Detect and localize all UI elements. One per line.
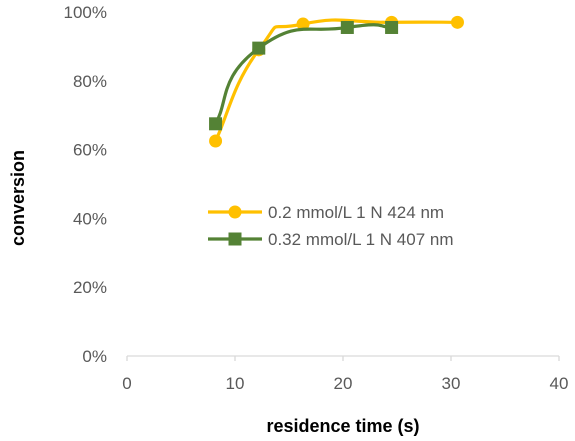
- x-tick-label: 30: [442, 374, 461, 393]
- legend-marker: [228, 232, 242, 246]
- x-tick-label: 20: [334, 374, 353, 393]
- series-2-point: [340, 20, 354, 34]
- y-tick-label: 80%: [73, 72, 107, 91]
- legend-label: 0.32 mmol/L 1 N 407 nm: [268, 230, 454, 249]
- series-2-point: [209, 117, 223, 131]
- x-tick-label: 10: [226, 374, 245, 393]
- series-2-line: [213, 23, 394, 126]
- legend: 0.2 mmol/L 1 N 424 nm 0.32 mmol/L 1 N 407…: [208, 203, 454, 249]
- x-axis-title: residence time (s): [266, 416, 419, 436]
- y-tick-label: 60%: [73, 141, 107, 160]
- legend-item-2: 0.32 mmol/L 1 N 407 nm: [208, 230, 454, 249]
- y-tick-label: 20%: [73, 278, 107, 297]
- y-tick-label: 40%: [73, 209, 107, 228]
- series-2-point: [252, 41, 266, 55]
- series-layer: [209, 15, 464, 148]
- legend-label: 0.2 mmol/L 1 N 424 nm: [268, 203, 444, 222]
- legend-item-1: 0.2 mmol/L 1 N 424 nm: [208, 203, 444, 222]
- series-1-line: [213, 18, 460, 143]
- y-tick-label: 0%: [82, 347, 107, 366]
- series-1: [209, 15, 464, 148]
- series-1-point: [209, 134, 223, 148]
- series-1-point: [296, 17, 310, 31]
- axes: 0 10 20 30 40 0% 20% 40% 60% 80% 100%: [64, 3, 569, 393]
- x-tick-label: 40: [550, 374, 569, 393]
- series-2: [209, 20, 399, 131]
- series-1-point: [450, 15, 464, 29]
- legend-marker: [228, 205, 242, 219]
- y-tick-label: 100%: [64, 3, 107, 22]
- y-axis-title: conversion: [8, 150, 28, 246]
- series-2-point: [385, 20, 399, 34]
- x-tick-label: 0: [122, 374, 131, 393]
